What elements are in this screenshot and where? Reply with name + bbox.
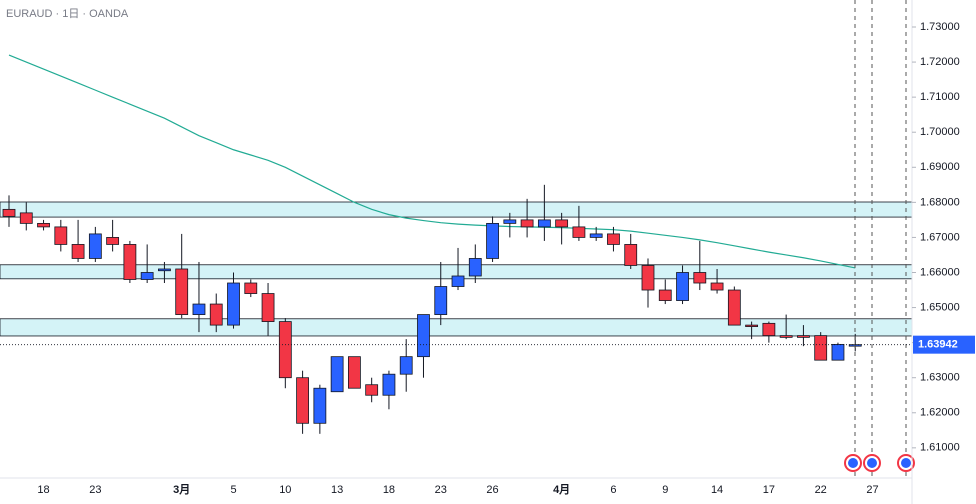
- candle-body: [37, 222, 50, 228]
- candle-body: [123, 244, 137, 280]
- candle-body: [175, 268, 189, 315]
- candle-body: [347, 356, 361, 389]
- y-tick-label: 1.67000: [920, 231, 960, 243]
- candle-body: [537, 219, 551, 228]
- candle-body: [399, 356, 413, 375]
- candle-body: [158, 268, 171, 272]
- event-icon-core: [848, 458, 858, 468]
- candle-body: [313, 387, 327, 424]
- x-tick-label: 14: [711, 484, 723, 496]
- y-tick-label: 1.72000: [920, 56, 960, 68]
- candle-body: [624, 244, 638, 266]
- candle-body: [572, 226, 586, 238]
- y-tick-label: 1.62000: [920, 407, 960, 419]
- plot-area: [0, 54, 913, 434]
- moving-average: [8, 54, 856, 269]
- x-tick-label: 18: [37, 484, 49, 496]
- y-tick-label: 1.65000: [920, 301, 960, 313]
- event-icon-core: [901, 458, 911, 468]
- candle-body: [227, 282, 240, 326]
- x-tick-label: 6: [610, 484, 616, 496]
- candle-body: [486, 222, 499, 259]
- chart-title: EURAUD · 1日 · OANDA: [6, 8, 129, 20]
- candle-body: [710, 282, 724, 291]
- y-tick-label: 1.61000: [920, 442, 960, 454]
- candle-body: [468, 258, 482, 277]
- x-tick-label: 27: [866, 484, 878, 496]
- candle-body: [762, 322, 776, 337]
- x-tick-label: 17: [763, 484, 775, 496]
- candle-body: [330, 356, 344, 393]
- y-tick-label: 1.66000: [920, 266, 960, 278]
- last-price-label: 1.63942: [918, 339, 958, 351]
- candle-body: [451, 275, 465, 287]
- candle-body: [503, 219, 517, 224]
- candle-body: [244, 282, 258, 294]
- y-tick-label: 1.63000: [920, 372, 960, 384]
- candle-body: [797, 335, 810, 338]
- candle-body: [140, 272, 154, 280]
- x-tick-label: 3月: [173, 483, 190, 496]
- candle-body: [434, 286, 448, 315]
- candle-body: [555, 219, 569, 228]
- zone: [0, 201, 913, 218]
- x-tick-label: 26: [486, 484, 498, 496]
- candle-body: [209, 303, 223, 326]
- candle-body: [693, 272, 707, 284]
- candle-body: [192, 303, 206, 315]
- candle-body: [106, 237, 120, 245]
- x-tick-label: 18: [383, 484, 395, 496]
- candle-body: [19, 212, 33, 224]
- y-tick-label: 1.68000: [920, 196, 960, 208]
- candle-body: [278, 321, 292, 379]
- x-tick-label: 10: [279, 484, 291, 496]
- candle-body: [814, 335, 828, 361]
- y-tick-label: 1.71000: [920, 91, 960, 103]
- candle-body: [296, 377, 309, 424]
- last-price-box: [913, 335, 975, 354]
- candle-body: [71, 244, 85, 259]
- x-tick-label: 23: [89, 484, 101, 496]
- x-tick-label: 5: [230, 484, 236, 496]
- candle-body: [745, 324, 759, 327]
- y-tick-label: 1.70000: [920, 126, 960, 138]
- candle-body: [727, 289, 741, 326]
- x-tick-label: 13: [331, 484, 343, 496]
- candle-body: [831, 343, 845, 361]
- candle-body: [779, 335, 793, 338]
- candle-body: [365, 384, 379, 396]
- candle-body: [88, 233, 102, 259]
- candle-body: [520, 219, 534, 228]
- candle-body: [54, 226, 68, 245]
- candle-body: [676, 272, 689, 301]
- candle-body: [658, 289, 672, 301]
- x-tick-label: 4月: [553, 483, 570, 496]
- candle-body: [589, 233, 603, 238]
- candle-body: [382, 373, 396, 396]
- y-tick-label: 1.69000: [920, 161, 960, 173]
- event-icon-core: [867, 458, 877, 468]
- y-tick-label: 1.73000: [920, 21, 960, 33]
- x-tick-label: 23: [435, 484, 447, 496]
- x-tick-label: 9: [662, 484, 668, 496]
- candle-body: [261, 293, 275, 322]
- event-icons[interactable]: [844, 454, 915, 472]
- x-tick-label: 22: [815, 484, 827, 496]
- candle-body: [607, 233, 620, 245]
- candle-body: [2, 208, 16, 217]
- candle-body: [417, 314, 430, 358]
- candle-body: [641, 265, 655, 291]
